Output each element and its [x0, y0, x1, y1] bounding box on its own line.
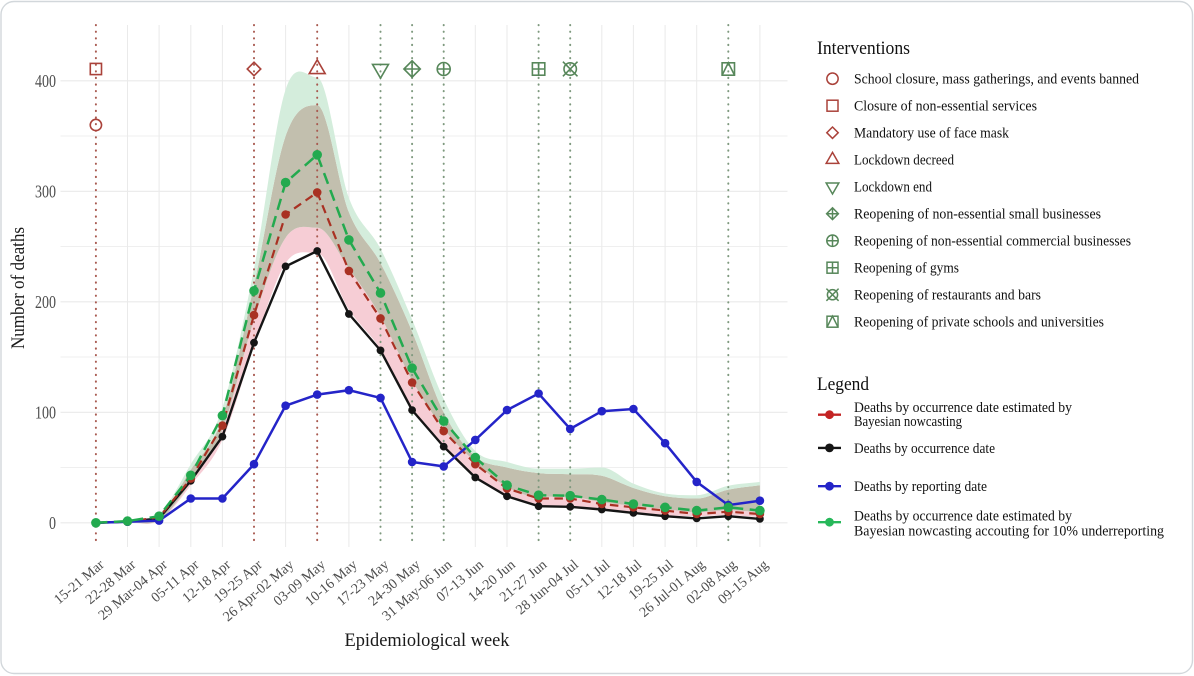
svg-text:200: 200 [35, 292, 56, 312]
svg-text:Reopening of non-essential com: Reopening of non-essential commercial bu… [854, 234, 1131, 250]
svg-text:300: 300 [35, 181, 56, 201]
svg-text:100: 100 [35, 402, 56, 422]
svg-text:Closure of non-essential servi: Closure of non-essential services [854, 99, 1037, 115]
svg-text:Reopening of gyms: Reopening of gyms [854, 261, 959, 277]
svg-text:Reopening of non-essential sma: Reopening of non-essential small busines… [854, 207, 1101, 223]
svg-text:Number of deaths: Number of deaths [9, 227, 29, 349]
svg-text:Lockdown decreed: Lockdown decreed [854, 153, 954, 169]
svg-text:Legend: Legend [817, 374, 869, 395]
svg-text:Deaths by occurrence date esti: Deaths by occurrence date estimated by [854, 400, 1072, 416]
svg-text:Bayesian nowcasting accouting: Bayesian nowcasting accouting for 10% un… [854, 524, 1164, 540]
svg-text:400: 400 [35, 71, 56, 91]
svg-text:Interventions: Interventions [817, 38, 910, 59]
svg-text:Reopening of restaurants and b: Reopening of restaurants and bars [854, 288, 1041, 304]
svg-text:0: 0 [49, 513, 56, 533]
svg-text:School closure, mass gathering: School closure, mass gatherings, and eve… [854, 72, 1139, 88]
svg-text:Mandatory use of face mask: Mandatory use of face mask [854, 126, 1009, 142]
svg-text:Lockdown end: Lockdown end [854, 180, 932, 196]
svg-text:Bayesian nowcasting: Bayesian nowcasting [854, 414, 962, 430]
svg-text:Deaths by occurrence date: Deaths by occurrence date [854, 441, 995, 457]
svg-text:Epidemiological week: Epidemiological week [345, 631, 511, 651]
svg-text:Deaths by occurrence date esti: Deaths by occurrence date estimated by [854, 509, 1072, 525]
svg-text:Deaths by reporting date: Deaths by reporting date [854, 479, 987, 495]
svg-text:Reopening of private schools a: Reopening of private schools and univers… [854, 315, 1104, 331]
